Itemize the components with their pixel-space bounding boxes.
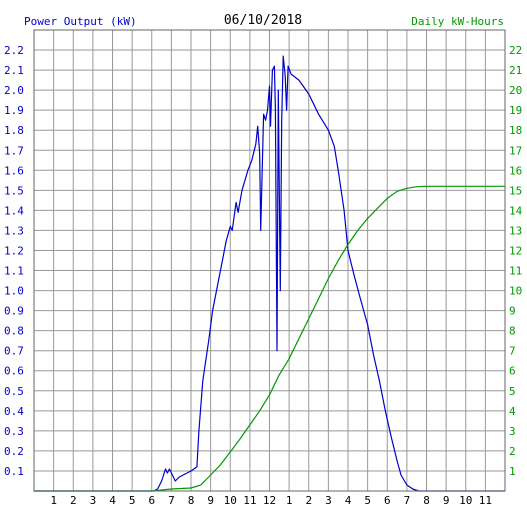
right-tick-label: 8 (509, 325, 516, 338)
right-tick-label: 11 (509, 265, 522, 278)
series-group (34, 55, 505, 492)
right-tick-label: 14 (509, 204, 523, 217)
right-tick-label: 12 (509, 244, 522, 257)
x-tick-label: 2 (70, 494, 77, 507)
right-tick-label: 6 (509, 365, 516, 378)
power-output-line (34, 55, 505, 492)
x-tick-label: 1 (50, 494, 57, 507)
right-tick-label: 16 (509, 164, 522, 177)
x-tick-label: 8 (423, 494, 430, 507)
left-tick-label: 1.1 (4, 265, 24, 278)
left-tick-label: 1.4 (4, 204, 24, 217)
x-tick-label: 4 (109, 494, 116, 507)
right-tick-label: 18 (509, 124, 522, 137)
x-tick-label: 7 (404, 494, 411, 507)
x-tick-label: 1 (286, 494, 293, 507)
x-tick-label: 12 (263, 494, 276, 507)
left-tick-label: 0.1 (4, 465, 24, 478)
right-tick-label: 22 (509, 44, 522, 57)
right-tick-label: 10 (509, 285, 522, 298)
left-tick-label: 0.3 (4, 425, 24, 438)
x-tick-label: 11 (243, 494, 256, 507)
x-tick-label: 10 (224, 494, 237, 507)
right-tick-label: 5 (509, 385, 516, 398)
right-tick-label: 9 (509, 305, 516, 318)
left-tick-label: 0.4 (4, 405, 24, 418)
left-tick-label: 0.8 (4, 325, 24, 338)
x-tick-label: 2 (305, 494, 312, 507)
x-tick-label: 6 (384, 494, 391, 507)
right-tick-label: 17 (509, 144, 522, 157)
x-tick-label: 10 (459, 494, 472, 507)
plot-frame (33, 29, 506, 492)
left-axis-label: Power Output (kW) (24, 15, 137, 28)
left-tick-label: 2.1 (4, 64, 24, 77)
right-tick-label: 4 (509, 405, 516, 418)
left-axis: 0.1 0.2 0.3 0.4 0.5 0.6 0.7 0.8 0.9 1.0 1.1 1.2 1.3 1… (4, 44, 24, 478)
left-tick-label: 0.9 (4, 305, 24, 318)
left-tick-label: 1.8 (4, 124, 24, 137)
left-tick-label: 1.7 (4, 144, 24, 157)
left-tick-label: 0.2 (4, 445, 24, 458)
chart-title: 06/10/2018 (224, 13, 302, 28)
left-tick-label: 1.5 (4, 184, 24, 197)
right-tick-label: 2 (509, 445, 516, 458)
x-tick-label: 5 (364, 494, 371, 507)
x-tick-label: 8 (188, 494, 195, 507)
right-tick-label: 7 (509, 345, 516, 358)
grid (34, 30, 505, 491)
right-tick-label: 20 (509, 84, 522, 97)
right-tick-label: 3 (509, 425, 516, 438)
daily-kwh-line (34, 185, 505, 492)
left-tick-label: 2.0 (4, 84, 24, 97)
x-tick-label: 9 (443, 494, 450, 507)
right-tick-label: 15 (509, 184, 522, 197)
x-tick-label: 3 (90, 494, 97, 507)
right-axis-label: Daily kW-Hours (411, 15, 504, 28)
x-tick-label: 4 (345, 494, 352, 507)
right-tick-label: 1 (509, 465, 516, 478)
left-tick-label: 0.5 (4, 385, 24, 398)
x-tick-label: 5 (129, 494, 136, 507)
right-tick-label: 21 (509, 64, 522, 77)
left-tick-label: 1.3 (4, 224, 24, 237)
left-tick-label: 1.2 (4, 244, 24, 257)
left-tick-label: 0.6 (4, 365, 24, 378)
x-tick-label: 9 (207, 494, 214, 507)
left-tick-label: 2.2 (4, 44, 24, 57)
left-tick-label: 0.7 (4, 345, 24, 358)
x-tick-label: 6 (148, 494, 155, 507)
x-tick-label: 3 (325, 494, 332, 507)
right-tick-label: 13 (509, 224, 522, 237)
x-tick-label: 11 (479, 494, 492, 507)
x-tick-label: 7 (168, 494, 175, 507)
left-tick-label: 1.6 (4, 164, 24, 177)
left-tick-label: 1.0 (4, 285, 24, 298)
right-tick-label: 19 (509, 104, 522, 117)
x-axis: 1 2 3 4 5 6 7 8 9 10 11 12 1 2 3 4 5 6 7 8 9 10 11 (50, 494, 492, 507)
left-tick-label: 1.9 (4, 104, 24, 117)
